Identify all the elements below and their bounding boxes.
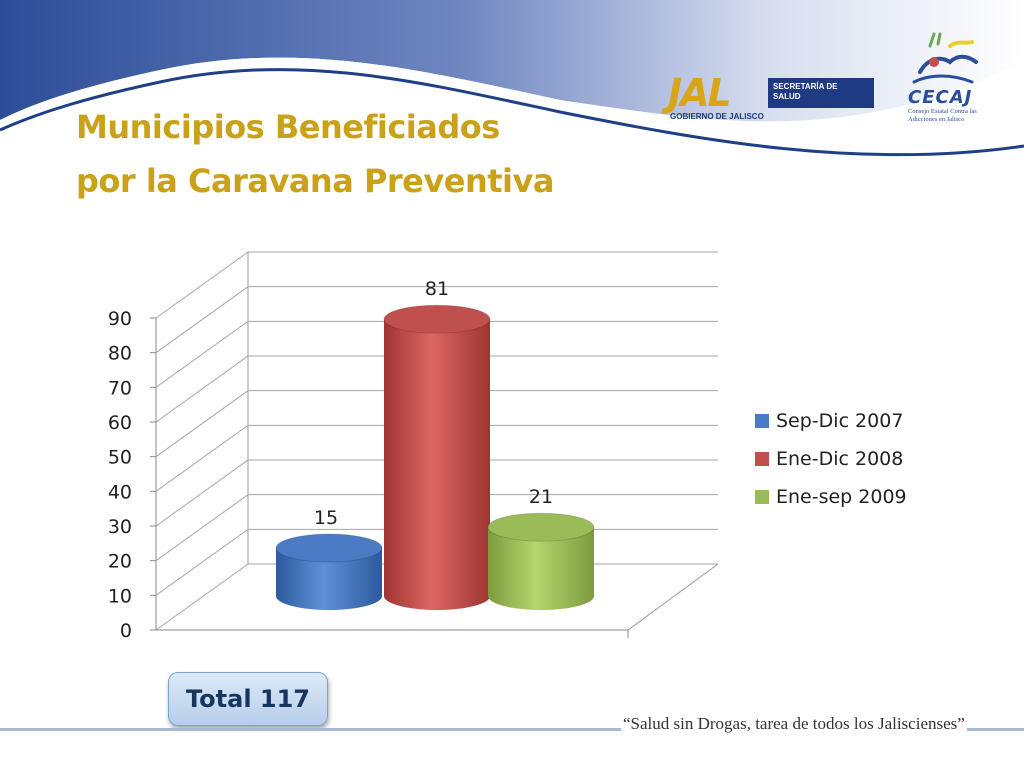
cecaj-subtitle: Consejo Estatal Contra las Adicciones en… [908,108,977,123]
bar-top [275,533,383,563]
gridline [155,251,718,319]
footer-slogan: “Salud sin Drogas, tarea de todos los Ja… [621,714,967,734]
bar-body [488,527,594,610]
gridline [155,320,718,388]
gridline [155,390,718,458]
total-badge: Total 117 [168,672,328,726]
bar-body [276,548,382,610]
chart-axis: 0 10 20 30 40 50 60 70 80 90 [108,308,629,642]
cecaj-wordmark: CECAJ [908,87,973,108]
y-tick-label: 50 [108,447,132,469]
secretaria-line: SECRETARÍA DE [773,82,838,91]
legend-label: Ene-sep 2009 [776,486,907,508]
cecaj-emblem-icon [912,32,978,84]
bar-3 [487,512,595,610]
y-tick-label: 0 [120,620,132,642]
data-label: 81 [425,278,449,300]
secretaria-salud-box: SECRETARÍA DE SALUD [768,78,874,108]
bar-top [383,304,491,334]
gridline [155,286,718,354]
y-tick-label: 30 [108,516,132,538]
legend-swatch [755,414,769,428]
y-tick-label: 80 [108,343,132,365]
chart-grid [155,251,719,631]
y-tick-label: 60 [108,412,132,434]
gridline [155,494,718,562]
gridline [155,424,718,492]
y-tick-label: 90 [108,308,132,330]
jal-logo: JAL GOBIERNO DE JALISCO SECRETARÍA DE SA… [668,74,876,122]
slide-title-line-2: por la Caravana Preventiva [76,162,554,200]
gridline [155,355,718,423]
bar-top [487,512,595,542]
jal-logo-subtitle: GOBIERNO DE JALISCO [670,112,764,121]
data-label: 15 [314,507,338,529]
gridline [155,459,718,527]
bar-2 [383,304,491,610]
legend-label: Ene-Dic 2008 [776,448,903,470]
cecaj-logo: CECAJ Consejo Estatal Contra las Adiccio… [900,32,990,127]
y-tick-label: 40 [108,481,132,503]
bar-1 [275,533,383,610]
y-tick-label: 10 [108,585,132,607]
y-tick-label: 20 [108,551,132,573]
bar-body [384,319,490,610]
y-tick-label: 70 [108,377,132,399]
chart-legend: Sep-Dic 2007 Ene-Dic 2008 Ene-sep 2009 [755,410,907,508]
data-label: 21 [529,486,553,508]
salud-line: SALUD [773,92,801,101]
legend-swatch [755,490,769,504]
footer-divider [0,728,1024,731]
legend-label: Sep-Dic 2007 [776,410,903,432]
chart-bars: 15 81 21 [275,278,595,610]
slide-title-line-1: Municipios Beneficiados [76,108,500,146]
jal-logo-mark: JAL [668,71,732,115]
legend-swatch [755,452,769,466]
